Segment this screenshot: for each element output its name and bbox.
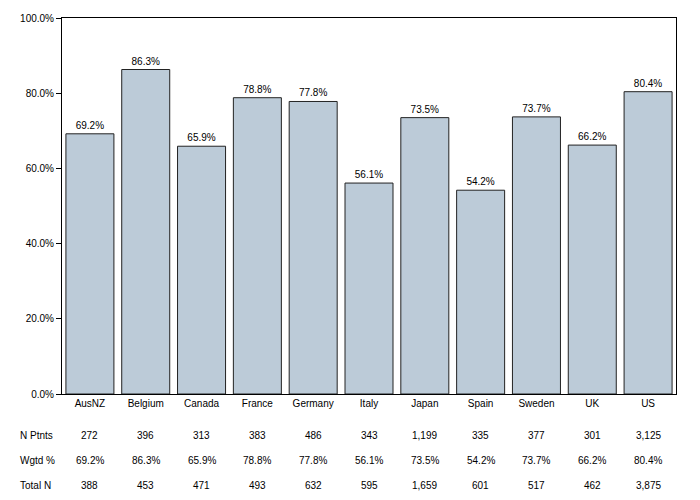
svg-text:453: 453 (137, 480, 154, 491)
svg-text:80.4%: 80.4% (634, 455, 662, 466)
svg-text:60.0%: 60.0% (26, 163, 54, 174)
svg-text:73.7%: 73.7% (522, 103, 550, 114)
svg-text:66.2%: 66.2% (578, 131, 606, 142)
svg-text:56.1%: 56.1% (355, 169, 383, 180)
svg-text:69.2%: 69.2% (76, 455, 104, 466)
svg-text:UK: UK (585, 398, 599, 409)
svg-text:77.8%: 77.8% (299, 455, 327, 466)
svg-text:77.8%: 77.8% (299, 87, 327, 98)
svg-text:601: 601 (472, 480, 489, 491)
svg-text:Canada: Canada (184, 398, 219, 409)
svg-text:65.9%: 65.9% (188, 455, 216, 466)
svg-text:78.8%: 78.8% (243, 455, 271, 466)
svg-text:Italy: Italy (360, 398, 378, 409)
svg-text:80.0%: 80.0% (26, 88, 54, 99)
svg-text:73.5%: 73.5% (411, 455, 439, 466)
svg-text:335: 335 (472, 430, 489, 441)
svg-text:1,659: 1,659 (412, 480, 437, 491)
svg-text:383: 383 (249, 430, 266, 441)
svg-text:54.2%: 54.2% (467, 455, 495, 466)
svg-text:301: 301 (584, 430, 601, 441)
svg-text:US: US (641, 398, 655, 409)
svg-text:Japan: Japan (411, 398, 438, 409)
svg-text:73.7%: 73.7% (522, 455, 550, 466)
svg-text:388: 388 (81, 480, 98, 491)
svg-text:3,875: 3,875 (636, 480, 661, 491)
svg-text:0.0%: 0.0% (31, 389, 54, 400)
svg-text:Spain: Spain (468, 398, 494, 409)
svg-text:272: 272 (81, 430, 98, 441)
svg-text:54.2%: 54.2% (466, 176, 494, 187)
svg-text:80.4%: 80.4% (634, 78, 662, 89)
svg-text:3,125: 3,125 (636, 430, 661, 441)
svg-text:Belgium: Belgium (128, 398, 164, 409)
svg-text:69.2%: 69.2% (76, 120, 104, 131)
svg-text:343: 343 (361, 430, 378, 441)
svg-text:AusNZ: AusNZ (75, 398, 106, 409)
svg-text:100.0%: 100.0% (20, 13, 54, 24)
svg-text:Total N: Total N (20, 480, 51, 491)
svg-text:396: 396 (137, 430, 154, 441)
svg-text:1,199: 1,199 (412, 430, 437, 441)
svg-text:377: 377 (528, 430, 545, 441)
svg-text:595: 595 (361, 480, 378, 491)
svg-text:56.1%: 56.1% (355, 455, 383, 466)
svg-text:632: 632 (305, 480, 322, 491)
svg-text:Wgtd %: Wgtd % (20, 455, 55, 466)
svg-text:486: 486 (305, 430, 322, 441)
svg-text:Germany: Germany (293, 398, 334, 409)
svg-text:493: 493 (249, 480, 266, 491)
svg-text:France: France (242, 398, 274, 409)
svg-text:20.0%: 20.0% (26, 313, 54, 324)
svg-text:65.9%: 65.9% (187, 132, 215, 143)
svg-text:40.0%: 40.0% (26, 238, 54, 249)
svg-text:66.2%: 66.2% (578, 455, 606, 466)
svg-text:517: 517 (528, 480, 545, 491)
svg-text:86.3%: 86.3% (132, 455, 160, 466)
svg-text:Sweden: Sweden (518, 398, 554, 409)
svg-text:462: 462 (584, 480, 601, 491)
svg-text:313: 313 (193, 430, 210, 441)
svg-text:73.5%: 73.5% (411, 104, 439, 115)
svg-text:471: 471 (193, 480, 210, 491)
svg-text:N Ptnts: N Ptnts (20, 430, 53, 441)
svg-text:78.8%: 78.8% (243, 84, 271, 95)
svg-text:86.3%: 86.3% (131, 56, 159, 67)
